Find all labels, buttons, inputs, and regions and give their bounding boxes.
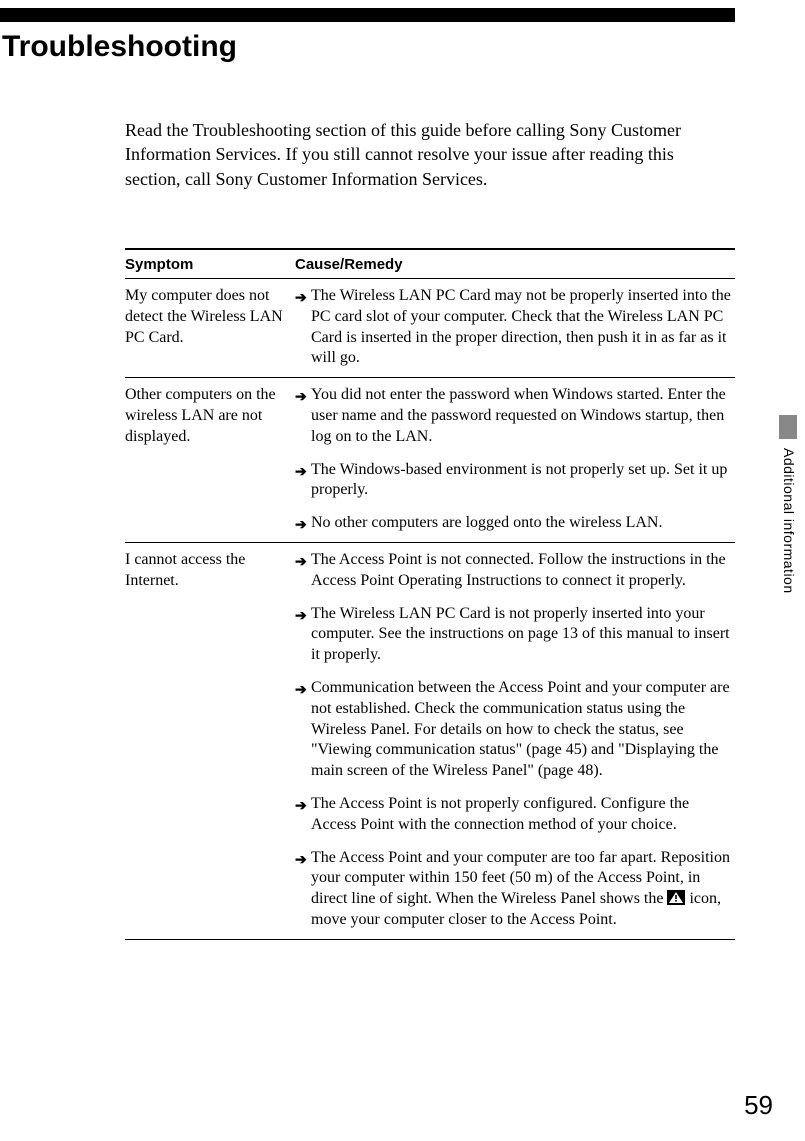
side-section-label: Additional information (781, 448, 797, 594)
remedy-cell: ➔ The Wireless LAN PC Card may not be pr… (295, 286, 735, 369)
remedy-item: ➔ Communication between the Access Point… (295, 678, 735, 782)
troubleshooting-table: Symptom Cause/Remedy My computer does no… (125, 248, 735, 940)
remedy-item: ➔ The Access Point is not properly confi… (295, 794, 735, 836)
remedy-item: ➔ The Access Point and your computer are… (295, 848, 735, 931)
header-symptom: Symptom (125, 256, 295, 273)
symptom-cell: My computer does not detect the Wireless… (125, 286, 295, 369)
arrow-icon: ➔ (295, 848, 311, 931)
table-row: Other computers on the wireless LAN are … (125, 378, 735, 543)
table-row: I cannot access the Internet. ➔ The Acce… (125, 543, 735, 940)
table-row: My computer does not detect the Wireless… (125, 279, 735, 378)
arrow-icon: ➔ (295, 286, 311, 369)
remedy-text: The Wireless LAN PC Card may not be prop… (311, 286, 735, 369)
arrow-icon: ➔ (295, 550, 311, 592)
remedy-cell: ➔ The Access Point is not connected. Fol… (295, 550, 735, 931)
arrow-icon: ➔ (295, 460, 311, 502)
remedy-item: ➔ The Access Point is not connected. Fol… (295, 550, 735, 592)
page-number: 59 (744, 1090, 773, 1121)
remedy-text: The Access Point and your computer are t… (311, 848, 735, 931)
arrow-icon: ➔ (295, 513, 311, 534)
remedy-item: ➔ You did not enter the password when Wi… (295, 385, 735, 447)
arrow-icon: ➔ (295, 604, 311, 666)
remedy-text: The Access Point is not connected. Follo… (311, 550, 735, 592)
remedy-text: No other computers are logged onto the w… (311, 513, 735, 534)
arrow-icon: ➔ (295, 794, 311, 836)
remedy-text: The Access Point is not properly configu… (311, 794, 735, 836)
symptom-cell: Other computers on the wireless LAN are … (125, 385, 295, 534)
remedy-text: Communication between the Access Point a… (311, 678, 735, 782)
warning-triangle-icon (667, 890, 685, 905)
remedy-item: ➔ No other computers are logged onto the… (295, 513, 735, 534)
symptom-cell: I cannot access the Internet. (125, 550, 295, 931)
arrow-icon: ➔ (295, 678, 311, 782)
remedy-item: ➔ The Wireless LAN PC Card may not be pr… (295, 286, 735, 369)
table-header-row: Symptom Cause/Remedy (125, 248, 735, 279)
remedy-text: You did not enter the password when Wind… (311, 385, 735, 447)
top-black-bar (0, 8, 735, 22)
remedy-item: ➔ The Windows-based environment is not p… (295, 460, 735, 502)
remedy-item: ➔ The Wireless LAN PC Card is not proper… (295, 604, 735, 666)
intro-paragraph: Read the Troubleshooting section of this… (125, 118, 725, 191)
remedy-cell: ➔ You did not enter the password when Wi… (295, 385, 735, 534)
arrow-icon: ➔ (295, 385, 311, 447)
remedy-text: The Windows-based environment is not pro… (311, 460, 735, 502)
header-remedy: Cause/Remedy (295, 256, 735, 273)
page-heading: Troubleshooting (2, 30, 237, 64)
side-tab-marker (779, 415, 797, 439)
remedy-text: The Wireless LAN PC Card is not properly… (311, 604, 735, 666)
